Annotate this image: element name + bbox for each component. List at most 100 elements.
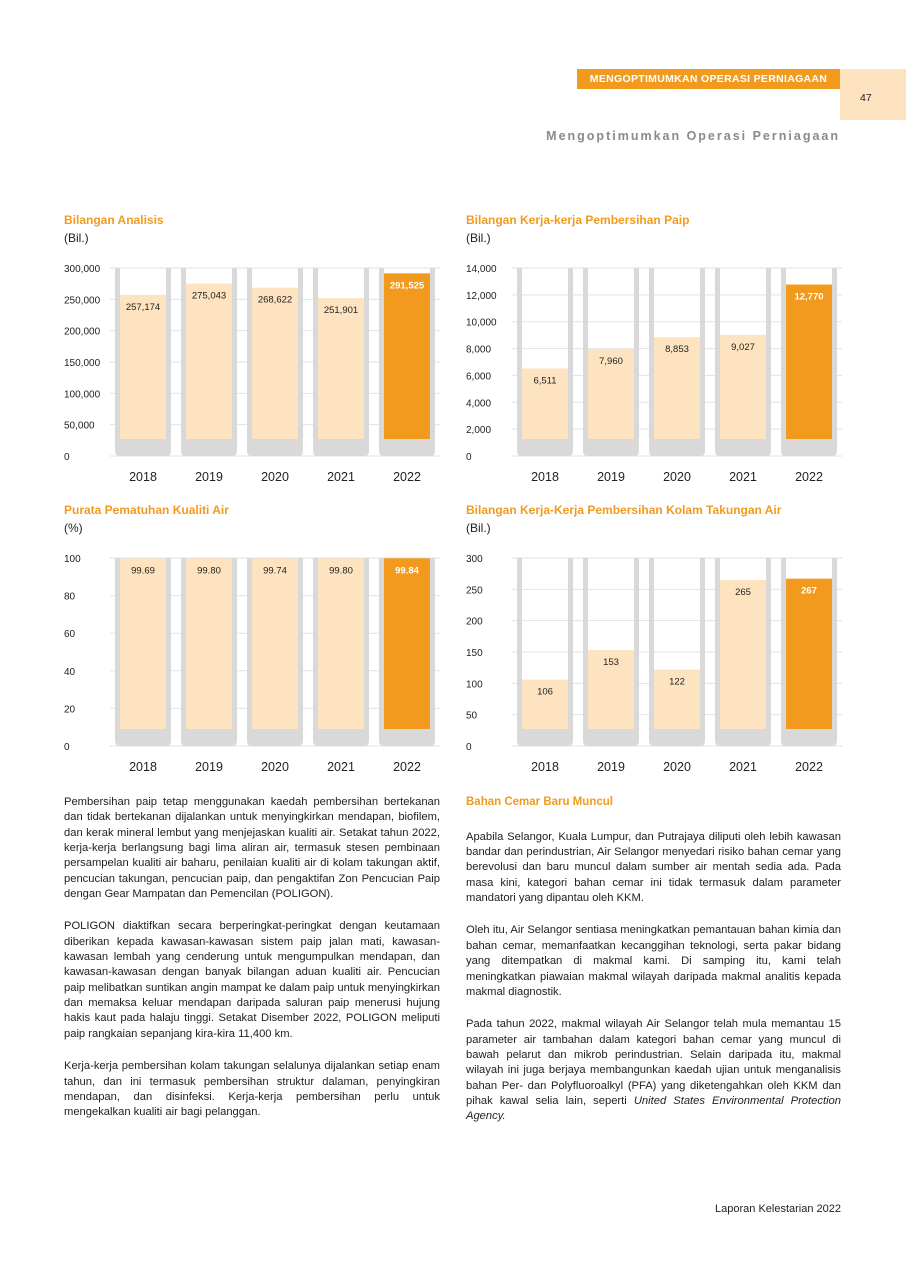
x-tick-label: 2018 xyxy=(129,760,157,774)
bar xyxy=(786,284,832,439)
y-tick-label: 300,000 xyxy=(64,264,101,275)
bar xyxy=(588,349,634,439)
y-tick-label: 40 xyxy=(64,667,76,678)
chart-unit: (%) xyxy=(64,521,83,535)
x-tick-label: 2022 xyxy=(795,760,823,774)
chart-unit: (Bil.) xyxy=(466,521,491,535)
data-label: 12,770 xyxy=(794,292,823,303)
right-text-column: Bahan Cemar Baru Muncul Apabila Selangor… xyxy=(466,795,841,1142)
agency-name: United States Environmental Protection A… xyxy=(466,1094,842,1123)
bar xyxy=(720,334,766,439)
data-label: 257,174 xyxy=(126,302,160,313)
bar xyxy=(384,273,430,439)
data-label: 268,622 xyxy=(258,295,292,306)
bar xyxy=(120,558,166,729)
y-tick-label: 20 xyxy=(64,704,76,715)
x-tick-label: 2019 xyxy=(195,760,223,774)
chart-pematuhan-kualiti-air: Purata Pematuhan Kualiti Air (%) 0 20 40 60… xyxy=(64,503,444,775)
chart-title: Bilangan Analisis xyxy=(64,213,164,227)
chart-title: Bilangan Kerja-Kerja Pembersihan Kolam T… xyxy=(466,503,782,517)
bar-chart-svg: 0 50,000 100,000 150,000 200,000 250,000 300,0… xyxy=(64,264,440,484)
data-label: 99.80 xyxy=(197,565,221,576)
x-tick-label: 2020 xyxy=(261,760,289,774)
x-tick-label: 2020 xyxy=(663,470,691,484)
data-label: 275,043 xyxy=(192,291,226,302)
bar xyxy=(252,558,298,729)
bar xyxy=(522,679,568,729)
paragraph-text: Pada tahun 2022, makmal wilayah Air Sela… xyxy=(466,1018,841,1107)
bar-chart-svg: 0 50 100 150 200 250 300 106 2018 153 2019 122 2020 2… xyxy=(466,554,842,774)
x-tick-label: 2019 xyxy=(597,760,625,774)
data-label: 99.74 xyxy=(263,565,287,576)
data-label: 267 xyxy=(801,586,817,597)
bar xyxy=(252,287,298,439)
page-number: 47 xyxy=(860,92,872,104)
y-tick-label: 150 xyxy=(466,648,483,659)
x-tick-label: 2021 xyxy=(729,760,757,774)
paragraph: Pada tahun 2022, makmal wilayah Air Sela… xyxy=(466,1017,841,1124)
x-tick-label: 2019 xyxy=(597,470,625,484)
paragraph: Pembersihan paip tetap menggunakan kaeda… xyxy=(64,796,440,901)
y-tick-label: 14,000 xyxy=(466,264,497,275)
bar-chart-svg: 0 2,000 4,000 6,000 8,000 10,000 12,000 14,000 6… xyxy=(466,264,842,484)
data-label: 153 xyxy=(603,657,619,668)
data-label: 122 xyxy=(669,677,685,688)
x-tick-label: 2021 xyxy=(327,470,355,484)
bar xyxy=(186,283,232,439)
section-label: MENGOPTIMUMKAN OPERASI PERNIAGAAN xyxy=(577,69,840,89)
y-tick-label: 300 xyxy=(466,554,483,565)
data-label: 7,960 xyxy=(599,356,623,367)
paragraph: POLIGON diaktifkan secara berperingkat-p… xyxy=(64,920,440,1040)
y-tick-label: 0 xyxy=(466,452,472,463)
bar xyxy=(186,558,232,729)
bar xyxy=(120,294,166,439)
y-tick-label: 250 xyxy=(466,585,483,596)
data-label: 99.84 xyxy=(395,565,419,576)
bar xyxy=(522,368,568,439)
y-tick-label: 250,000 xyxy=(64,295,101,306)
data-label: 291,525 xyxy=(390,280,425,291)
x-tick-label: 2020 xyxy=(663,760,691,774)
data-label: 8,853 xyxy=(665,344,689,355)
y-tick-label: 0 xyxy=(64,452,70,463)
x-tick-label: 2022 xyxy=(393,470,421,484)
y-tick-label: 100 xyxy=(466,679,483,690)
y-tick-label: 200,000 xyxy=(64,327,101,338)
bar xyxy=(588,650,634,729)
x-tick-label: 2020 xyxy=(261,470,289,484)
y-tick-label: 150,000 xyxy=(64,358,101,369)
data-label: 106 xyxy=(537,687,553,698)
data-label: 265 xyxy=(735,587,751,598)
x-tick-label: 2019 xyxy=(195,470,223,484)
paragraph: Kerja-kerja pembersihan kolam takungan s… xyxy=(64,1060,440,1119)
x-tick-label: 2021 xyxy=(327,760,355,774)
y-tick-label: 100,000 xyxy=(64,389,101,400)
left-text-column: Pembersihan paip tetap menggunakan kaeda… xyxy=(64,795,440,1138)
bar xyxy=(318,558,364,729)
bar xyxy=(384,558,430,729)
data-label: 99.80 xyxy=(329,565,353,576)
chart-unit: (Bil.) xyxy=(466,231,491,245)
paragraph: Oleh itu, Air Selangor sentiasa meningka… xyxy=(466,924,841,998)
bar xyxy=(654,337,700,439)
y-tick-label: 2,000 xyxy=(466,425,491,436)
y-tick-label: 50 xyxy=(466,711,478,722)
bar xyxy=(654,669,700,729)
x-tick-label: 2018 xyxy=(531,470,559,484)
chart-unit: (Bil.) xyxy=(64,231,89,245)
y-tick-label: 60 xyxy=(64,629,76,640)
data-label: 9,027 xyxy=(731,342,755,353)
bar xyxy=(318,298,364,439)
y-tick-label: 4,000 xyxy=(466,398,491,409)
chart-pembersihan-paip: Bilangan Kerja-kerja Pembersihan Paip (B… xyxy=(466,213,846,485)
bar xyxy=(720,579,766,729)
x-tick-label: 2022 xyxy=(795,470,823,484)
y-tick-label: 8,000 xyxy=(466,345,491,356)
y-tick-label: 0 xyxy=(466,742,472,753)
paragraph: Apabila Selangor, Kuala Lumpur, dan Putr… xyxy=(466,830,841,905)
chart-kolam-takungan: Bilangan Kerja-Kerja Pembersihan Kolam T… xyxy=(466,503,846,775)
section-subtitle: Mengoptimumkan Operasi Perniagaan xyxy=(546,129,840,143)
chart-title: Purata Pematuhan Kualiti Air xyxy=(64,503,229,517)
page-number-tab xyxy=(840,69,906,120)
data-label: 6,511 xyxy=(533,376,556,387)
